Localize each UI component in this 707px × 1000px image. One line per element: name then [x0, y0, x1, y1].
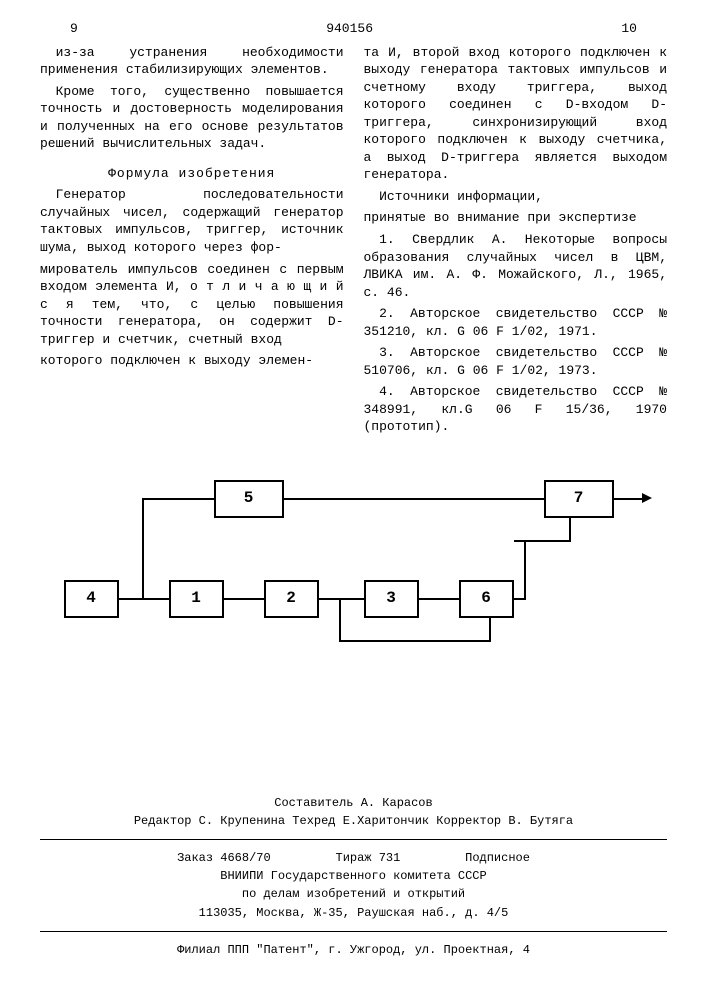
line-fb-down — [339, 598, 341, 640]
left-column: из-за устранения необходимости применени… — [40, 44, 344, 440]
left-p2: Кроме того, существенно повышается точно… — [40, 83, 344, 153]
box-7: 7 — [544, 480, 614, 518]
sources-sub: принятые во внимание при экспертизе — [364, 209, 668, 227]
left-p3c: которого подключен к выходу элемен- — [40, 352, 344, 370]
line-3-6 — [419, 598, 459, 600]
footer-order-row: Заказ 4668/70 Тираж 731 Подписное — [40, 850, 667, 866]
footer-subscription: Подписное — [465, 851, 530, 865]
box-5: 5 — [214, 480, 284, 518]
line-top-left-v — [142, 498, 144, 598]
block-diagram: 5 7 4 1 2 3 6 — [64, 480, 644, 680]
box-4: 4 — [64, 580, 119, 618]
source-3: 3. Авторское свидетельство СССР № 510706… — [364, 344, 668, 379]
box-6: 6 — [459, 580, 514, 618]
footer-tirage: Тираж 731 — [336, 851, 401, 865]
line-5-7 — [284, 498, 544, 500]
page-right: 10 — [621, 20, 637, 38]
text-columns: из-за устранения необходимости применени… — [40, 44, 667, 440]
line-2-3 — [319, 598, 364, 600]
footer-divider-2 — [40, 931, 667, 932]
footer-order: Заказ 4668/70 — [177, 851, 271, 865]
line-4-split — [119, 598, 142, 600]
footer-addr1: 113035, Москва, Ж-35, Раушская наб., д. … — [40, 905, 667, 921]
left-p3b: мирователь импульсов соединен с первым в… — [40, 261, 344, 349]
line-6-out — [514, 598, 526, 600]
footer-compiler: Составитель А. Карасов — [40, 795, 667, 811]
footer-org1: ВНИИПИ Государственного комитета СССР — [40, 868, 667, 884]
footer-branch: Филиал ППП "Патент", г. Ужгород, ул. Про… — [40, 942, 667, 958]
left-p3a: Генератор последовательности случайных ч… — [40, 186, 344, 256]
line-out — [614, 498, 644, 500]
line-6-up — [524, 540, 526, 600]
formula-title: Формула изобретения — [40, 165, 344, 183]
line-7-down — [569, 518, 571, 540]
footer-editors: Редактор С. Крупенина Техред Е.Харитончи… — [40, 813, 667, 829]
footer: Составитель А. Карасов Редактор С. Крупе… — [0, 793, 707, 960]
sources-title: Источники информации, — [364, 188, 668, 206]
line-6-7-ext — [514, 540, 544, 542]
box-1: 1 — [169, 580, 224, 618]
source-1: 1. Свердлик А. Некоторые вопросы образов… — [364, 231, 668, 301]
source-2: 2. Авторское свидетельство СССР № 351210… — [364, 305, 668, 340]
line-1-2 — [224, 598, 264, 600]
arrow-output — [642, 493, 652, 503]
box-2: 2 — [264, 580, 319, 618]
doc-number: 940156 — [326, 20, 373, 38]
footer-divider-1 — [40, 839, 667, 840]
line-4-1 — [142, 598, 169, 600]
source-4: 4. Авторское свидетельство СССР № 348991… — [364, 383, 668, 436]
line-fb-h — [339, 640, 489, 642]
right-column: та И, второй вход которого подключен к в… — [364, 44, 668, 440]
left-p1: из-за устранения необходимости применени… — [40, 44, 344, 79]
box-3: 3 — [364, 580, 419, 618]
header-row: 9 940156 10 — [40, 20, 667, 38]
right-p1: та И, второй вход которого подключен к в… — [364, 44, 668, 184]
page-left: 9 — [70, 20, 78, 38]
line-fb-up — [489, 618, 491, 642]
line-top-left — [142, 498, 214, 500]
footer-org2: по делам изобретений и открытий — [40, 886, 667, 902]
